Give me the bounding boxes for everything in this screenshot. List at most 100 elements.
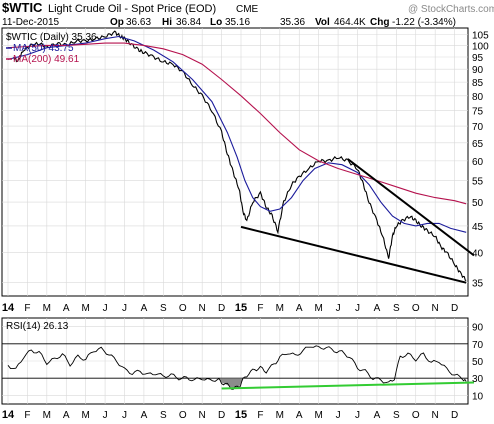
month-tick-label: D [218, 410, 225, 421]
price-panel-frame [1, 27, 469, 297]
price-y-tick-label: 60 [472, 157, 484, 168]
month-tick-label: N [432, 303, 439, 314]
month-tick-label: M [276, 410, 284, 421]
series-ma50-1 [7, 35, 467, 233]
quote-chg: -1.22 (-3.34%) [392, 17, 456, 28]
month-tick-label: S [393, 410, 400, 421]
month-tick-label: M [81, 410, 89, 421]
month-tick-label: F [257, 410, 263, 421]
month-tick-label: A [141, 410, 148, 421]
quote-chg-label: Chg [370, 17, 389, 28]
price-y-tick-label: 65 [472, 139, 484, 150]
month-tick-label: F [24, 303, 30, 314]
month-tick-label: A [63, 303, 70, 314]
month-tick-label: M [276, 303, 284, 314]
legend-price: $WTIC (Daily) 35.36 [6, 32, 97, 43]
chart-title: Light Crude Oil - Spot Price (EOD) [48, 3, 216, 15]
quote-high-label: Hi [162, 17, 172, 28]
watermark: @ StockCharts.com [408, 4, 494, 15]
price-y-tick-label: 75 [472, 106, 484, 117]
month-tick-label: A [296, 410, 303, 421]
rsi-y-axis: 10 30 50 70 90 [472, 323, 484, 403]
price-y-tick-label: 45 [472, 222, 484, 233]
price-y-tick-label: 80 [472, 92, 484, 103]
rsi-y-tick-label: 30 [472, 374, 484, 385]
series-trend-4 [347, 158, 475, 257]
price-y-tick-label: 55 [472, 177, 484, 188]
month-tick-label: F [24, 410, 30, 421]
price-y-tick-label: 100 [472, 41, 489, 52]
price-y-tick-label: 90 [472, 65, 484, 76]
legend-ma50: MA(50) 43.75 [13, 43, 74, 54]
month-tick-label: A [374, 303, 381, 314]
series-rsi-trend-1 [221, 381, 475, 390]
quote-open-label: Op [110, 17, 124, 28]
month-tick-label: O [179, 303, 187, 314]
month-tick-label: 14 [2, 409, 15, 421]
month-tick-label: D [451, 410, 458, 421]
month-tick-label: M [43, 410, 51, 421]
series-rsi-0 [7, 345, 467, 390]
chart-exchange: CME [236, 4, 259, 15]
month-tick-label: N [199, 303, 206, 314]
quote-last: 35.36 [280, 17, 305, 28]
month-tick-label: A [141, 303, 148, 314]
rsi-oversold-fill [219, 378, 244, 389]
rsi-series [7, 345, 475, 390]
chart-symbol: $WTIC [2, 0, 43, 15]
series-ma200-2 [7, 42, 467, 205]
price-y-tick-label: 105 [472, 30, 489, 41]
rsi-y-tick-label: 70 [472, 340, 484, 351]
month-tick-label: M [314, 410, 322, 421]
price-y-tick-label: 35 [472, 279, 484, 290]
quote-vol: 464.4K [334, 17, 366, 28]
quote-open: 36.63 [126, 17, 151, 28]
legend-ma200: MA(200) 49.61 [13, 54, 80, 65]
month-tick-label: M [81, 303, 89, 314]
month-tick-label: S [393, 303, 400, 314]
month-tick-label: F [257, 303, 263, 314]
month-tick-label: O [179, 410, 187, 421]
price-grid [2, 28, 468, 296]
month-axis-bottom: 14 F M A M J J A S O N D 15 F M A M J J A S O N D [2, 409, 458, 421]
price-y-tick-label: 40 [472, 249, 484, 260]
month-tick-label: 15 [235, 409, 247, 421]
quote-vol-label: Vol [315, 17, 330, 28]
month-tick-label: N [432, 410, 439, 421]
month-tick-label: S [160, 303, 167, 314]
month-tick-label: D [451, 303, 458, 314]
quote-low-label: Lo [210, 17, 222, 28]
month-tick-label: J [336, 303, 341, 314]
month-tick-label: 14 [2, 302, 15, 314]
month-tick-label: J [355, 303, 360, 314]
rsi-panel: 10 30 50 70 90 RSI(14) 26.13 [1, 317, 484, 405]
rsi-label: RSI(14) 26.13 [6, 321, 69, 332]
month-tick-label: D [218, 303, 225, 314]
price-y-tick-label: 50 [472, 198, 484, 209]
month-tick-label: S [160, 410, 167, 421]
quote-high: 36.84 [176, 17, 201, 28]
quote-low: 35.16 [225, 17, 250, 28]
price-y-tick-label: 85 [472, 78, 484, 89]
month-tick-label: J [103, 303, 108, 314]
month-tick-label: O [412, 410, 420, 421]
month-tick-label: O [412, 303, 420, 314]
series-trend-3 [240, 225, 467, 284]
price-y-tick-label: 95 [472, 53, 484, 64]
price-series [7, 30, 475, 284]
month-tick-label: 15 [235, 302, 247, 314]
month-tick-label: J [122, 303, 127, 314]
month-tick-label: M [43, 303, 51, 314]
month-axis-top: 14 F M A M J J A S O N D 15 F M A M J J A S O N D [2, 302, 458, 314]
month-tick-label: J [336, 410, 341, 421]
month-tick-label: N [199, 410, 206, 421]
month-tick-label: A [63, 410, 70, 421]
month-tick-label: J [122, 410, 127, 421]
quote-date: 11-Dec-2015 [2, 17, 60, 28]
rsi-y-tick-label: 90 [472, 323, 484, 334]
price-y-tick-label: 70 [472, 122, 484, 133]
month-tick-label: J [355, 410, 360, 421]
